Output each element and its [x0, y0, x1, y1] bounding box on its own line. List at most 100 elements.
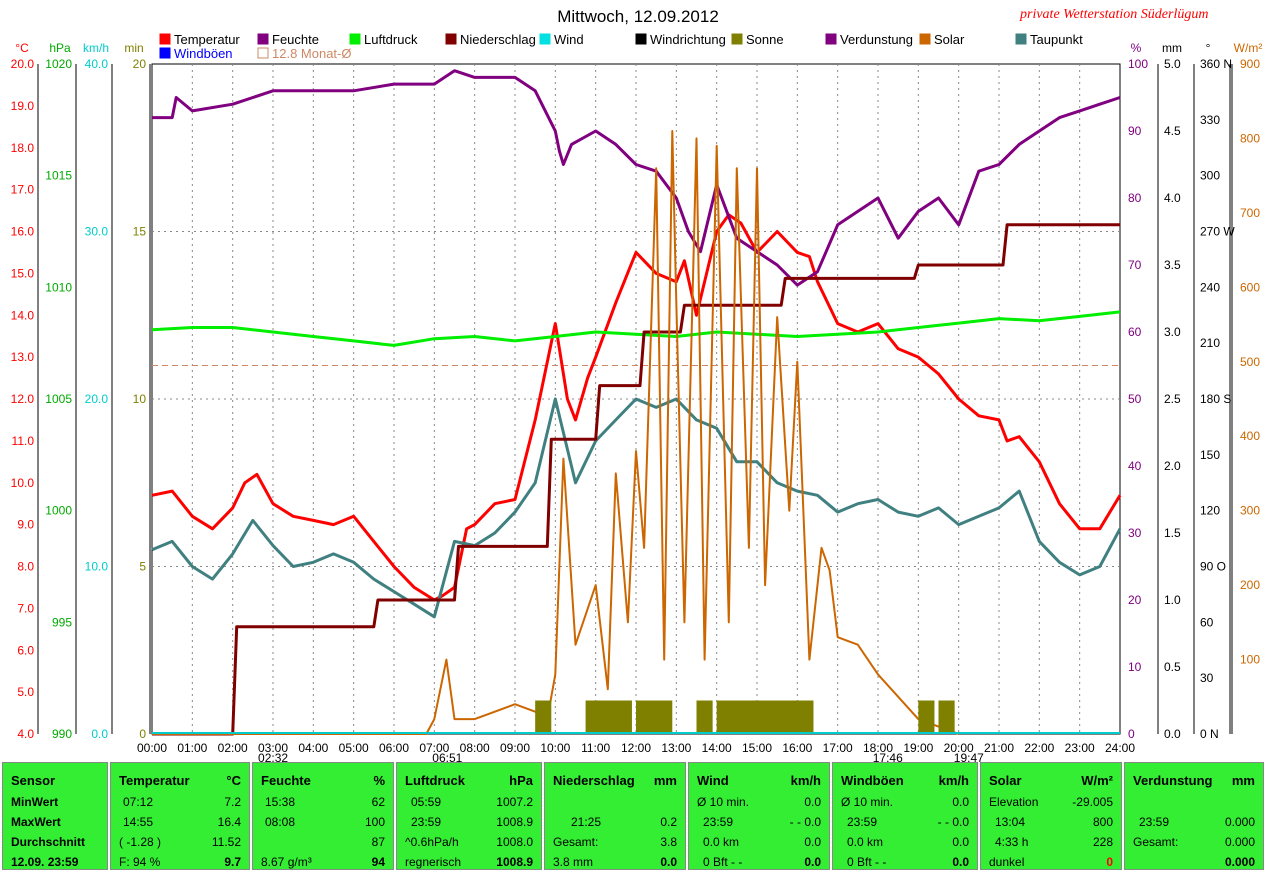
axis-tick-label: 240	[1200, 280, 1220, 294]
legend-label: Taupunkt	[1030, 32, 1083, 47]
axis-tick-label: 20	[1128, 593, 1142, 607]
sensor-min-label: MinWert	[11, 795, 59, 809]
temperature-trend: ( -1.28 )	[119, 835, 162, 849]
rain-current-note: 3.8 mm	[553, 855, 594, 869]
evap-header: Verdunstung	[1133, 773, 1213, 788]
axis-tick-label: 16.0	[11, 225, 35, 239]
axis-tick-label: 70	[1128, 258, 1142, 272]
rain-max-time: 21:25	[571, 815, 602, 829]
series-line-niederschlag	[152, 223, 1120, 736]
rain-total-label: Gesamt:	[553, 835, 599, 849]
solar-elevation-label: Elevation	[989, 795, 1039, 809]
pressure-trend: ^0.6hPa/h	[405, 835, 459, 849]
evap-total-value: 0.000	[1224, 835, 1255, 849]
axis-tick-label: 12.0	[11, 392, 35, 406]
temperature-min-value: 7.2	[224, 795, 241, 809]
axis-tick-label: 1000	[45, 504, 72, 518]
axis-unit-label: °C	[15, 41, 29, 55]
axis-tick-label: 8.0	[17, 560, 34, 574]
axis-tick-label: 60	[1200, 615, 1214, 629]
axis-tick-label: 200	[1240, 578, 1260, 592]
x-tick-label: 09:00	[500, 741, 530, 755]
x-tick-label: 13:00	[661, 741, 691, 755]
gust-distance: 0.0 km	[847, 835, 884, 849]
x-tick-label: 04:00	[298, 741, 328, 755]
axis-tick-label: 9.0	[17, 518, 34, 532]
solar-max-value: 800	[1092, 815, 1113, 829]
axis-tick-label: 0.5	[1164, 660, 1181, 674]
x-tick-label: 17:00	[823, 741, 853, 755]
sensor-header: Sensor	[11, 773, 56, 788]
wind-beaufort: 0 Bft - -	[703, 855, 743, 869]
pressure-max-value: 1008.9	[496, 815, 533, 829]
legend-label: Temperatur	[174, 32, 240, 47]
x-marker-label: 17:46	[873, 751, 903, 762]
x-tick-label: 07:00	[419, 741, 449, 755]
rain-max-value: 0.2	[660, 815, 677, 829]
x-tick-label: 10:00	[540, 741, 570, 755]
axis-tick-label: 20.0	[85, 392, 109, 406]
sun-bar	[656, 700, 673, 734]
humidity-header: Feuchte	[261, 773, 311, 788]
axis-tick-label: 10	[1128, 660, 1142, 674]
legend-label: Windböen	[174, 46, 233, 61]
series-line-solar	[152, 130, 960, 735]
x-tick-label: 08:00	[460, 741, 490, 755]
axis-tick-label: 3.5	[1164, 258, 1181, 272]
legend-swatch	[635, 33, 647, 45]
axis-tick-label: 20	[133, 57, 147, 71]
pressure-max-time: 23:59	[411, 815, 442, 829]
summary-table: Sensor MinWert MaxWert Durchschnitt 12.0…	[0, 762, 1280, 882]
axis-tick-label: 600	[1240, 280, 1260, 294]
axis-tick-label: 19.0	[11, 99, 35, 113]
solar-unit: W/m²	[1081, 773, 1113, 788]
legend-swatch	[349, 33, 361, 45]
axis-tick-label: 0.0	[91, 727, 108, 741]
sun-bar	[696, 700, 713, 734]
axis-tick-label: 10.0	[85, 560, 109, 574]
axis-tick-label: 4.0	[1164, 191, 1181, 205]
temperature-max-time: 14:55	[123, 815, 154, 829]
sensor-date: 12.09. 23:59	[11, 855, 79, 869]
axis-unit-label: mm	[1162, 41, 1182, 55]
legend-swatch	[825, 33, 837, 45]
evap-max-value: 0.000	[1224, 815, 1255, 829]
axis-tick-label: 0	[139, 727, 146, 741]
axis-tick-label: 900	[1240, 57, 1260, 71]
axes: 20.0 19.0 18.0 17.0 16.0 15.0 14.0 13.0 12.0 11.0…	[11, 41, 1263, 762]
humidity-absolute: 8.67 g/m³	[261, 855, 312, 869]
panel-pressure: Luftdruck hPa 05:59 1007.2 23:59 1008.9 …	[396, 762, 542, 870]
solar-current-value: 0	[1106, 855, 1113, 869]
axis-tick-label: 30.0	[85, 225, 109, 239]
wind-current-value: 0.0	[804, 855, 821, 869]
series-line-feuchte	[152, 69, 1121, 287]
axis-tick-label: 1020	[45, 57, 72, 71]
legend-label: Windrichtung	[650, 32, 726, 47]
axis-tick-label: 60	[1128, 325, 1142, 339]
axis-tick-label: 3.0	[1164, 325, 1181, 339]
axis-tick-label: 270 W	[1200, 225, 1235, 239]
humidity-avg-value: 87	[371, 835, 385, 849]
gust-header: Windböen	[841, 773, 904, 788]
pressure-min-value: 1007.2	[496, 795, 533, 809]
axis-tick-label: 10	[133, 392, 147, 406]
axis-tick-label: 1010	[45, 280, 72, 294]
station-name: private Wetterstation Süderlügum	[1019, 7, 1208, 22]
gust-max-time: 23:59	[847, 815, 878, 829]
sun-bar	[797, 700, 814, 734]
x-tick-label: 16:00	[782, 741, 812, 755]
panel-wind: Wind km/h Ø 10 min. 0.0 23:59 - - 0.0 0.…	[688, 762, 830, 870]
solar-elevation-value: -29.005	[1072, 795, 1113, 809]
axis-tick-label: 1.5	[1164, 526, 1181, 540]
axis-tick-label: 180 S	[1200, 392, 1231, 406]
evap-max-time: 23:59	[1139, 815, 1170, 829]
humidity-unit: %	[373, 773, 385, 788]
axis-tick-label: 300	[1200, 169, 1220, 183]
x-marker-label: 02:32	[258, 751, 288, 762]
humidity-min-time: 15:38	[265, 795, 296, 809]
axis-tick-label: 90	[1128, 124, 1142, 138]
evap-unit: mm	[1231, 773, 1255, 788]
legend-swatch	[731, 33, 743, 45]
x-tick-label: 05:00	[339, 741, 369, 755]
series-layer	[151, 69, 1122, 736]
